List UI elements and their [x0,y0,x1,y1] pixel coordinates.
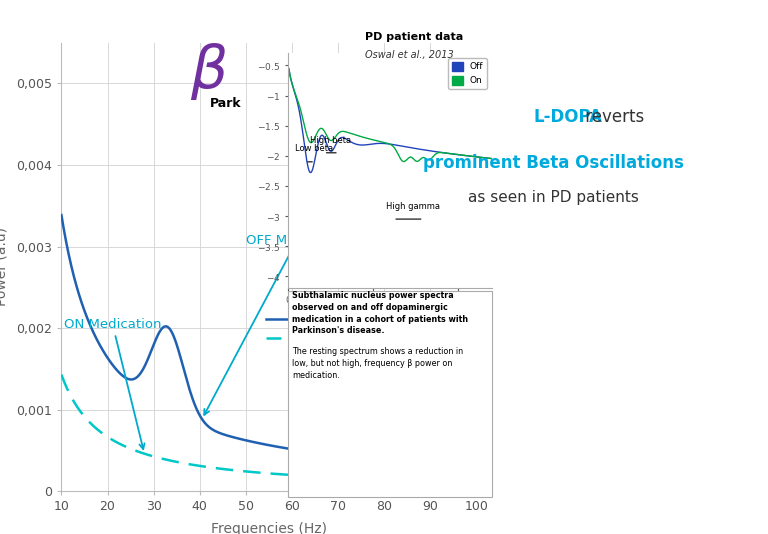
Text: ON Medication: ON Medication [64,318,161,449]
Text: prominent Beta Oscillations: prominent Beta Oscillations [422,154,684,172]
Text: The resting spectrum shows a reduction in
low, but not high, frequency β power o: The resting spectrum shows a reduction i… [292,347,463,380]
Text: High beta: High beta [310,136,351,145]
Text: $\beta$: $\beta$ [190,41,227,103]
Text: Subthalamic nucleus power spectra
observed on and off dopaminergic
medication in: Subthalamic nucleus power spectra observ… [292,291,468,335]
Text: as seen in PD patients: as seen in PD patients [468,190,638,205]
Text: PD patient data: PD patient data [366,32,464,42]
Text: High gamma: High gamma [386,202,440,211]
Y-axis label: Power (a.u): Power (a.u) [0,227,8,307]
Text: Oswal et al., 2013: Oswal et al., 2013 [366,50,454,60]
X-axis label: Frequencies (Hz): Frequencies (Hz) [210,522,327,534]
Text: reverts: reverts [580,108,644,127]
Legend: Baseline, L-DOPA 12mg/kg: Baseline, L-DOPA 12mg/kg [261,309,418,351]
Text: Low beta: Low beta [295,144,333,153]
Legend: Off, On: Off, On [449,58,487,89]
Text: L-DOPA: L-DOPA [534,108,603,127]
Text: Park: Park [210,97,241,110]
Text: OFF Medication: OFF Medication [204,233,349,415]
